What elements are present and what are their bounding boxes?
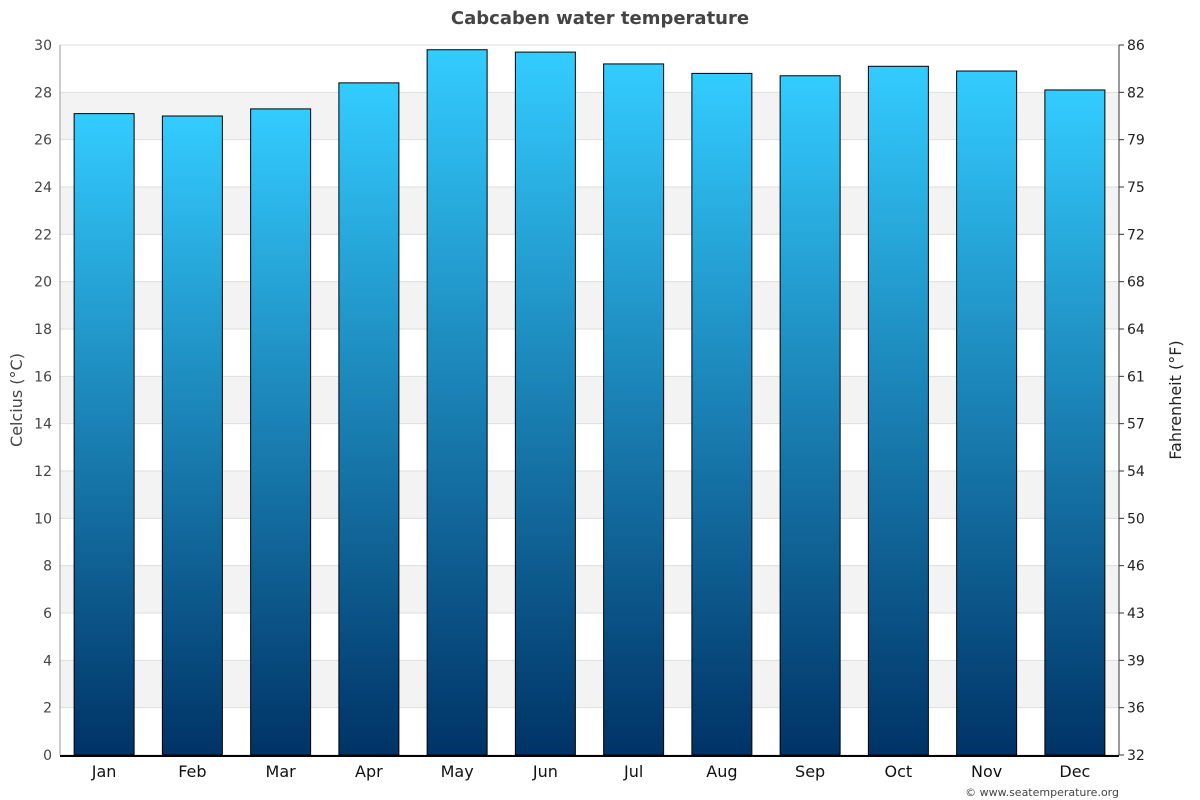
x-tick-label: Sep <box>795 762 825 781</box>
grid-band <box>60 92 1119 140</box>
y-tick-label: 14 <box>34 417 52 433</box>
bar-nov <box>956 70 1018 756</box>
bar-may <box>426 49 488 756</box>
grid-band <box>60 187 1119 235</box>
x-tick-label: Jul <box>623 762 643 781</box>
x-tick-label: Aug <box>706 762 737 781</box>
y-tick-label-right: 36 <box>1127 701 1145 717</box>
x-tick-label: May <box>441 762 474 781</box>
grid-band <box>60 376 1119 424</box>
y-tick-label: 18 <box>34 322 52 338</box>
bar-jul <box>603 63 665 756</box>
y-axis-right-label: Fahrenheit (°F) <box>1166 340 1185 459</box>
x-tick-label: Mar <box>266 762 297 781</box>
chart-title: Cabcaben water temperature <box>451 8 749 29</box>
y-tick-label-right: 86 <box>1127 38 1145 54</box>
y-tick-label: 8 <box>43 559 52 575</box>
y-tick-label-right: 32 <box>1127 748 1145 764</box>
y-tick-label-right: 50 <box>1127 511 1145 527</box>
y-tick-label-right: 79 <box>1127 133 1145 149</box>
y-tick-label: 26 <box>34 133 52 149</box>
x-tick-label: Apr <box>355 762 383 781</box>
y-tick-label: 24 <box>34 180 52 196</box>
bar-oct <box>867 65 929 756</box>
x-tick-label: Jun <box>532 762 558 781</box>
credit: © www.seatemperature.org <box>965 786 1119 799</box>
y-axis-label: Celcius (°C) <box>7 353 26 447</box>
y-tick-label-right: 39 <box>1127 653 1145 669</box>
y-tick-label: 16 <box>34 369 52 385</box>
grid-band <box>60 565 1119 613</box>
bar-jan <box>73 113 135 756</box>
y-tick-label-right: 54 <box>1127 464 1145 480</box>
x-tick-label: Oct <box>885 762 913 781</box>
y-tick-label-right: 64 <box>1127 322 1145 338</box>
y-tick-label-right: 46 <box>1127 559 1145 575</box>
y-tick-label-right: 75 <box>1127 180 1145 196</box>
y-tick-label-right: 72 <box>1127 227 1145 243</box>
y-tick-label-right: 68 <box>1127 275 1145 291</box>
bar-jun <box>514 51 576 756</box>
bar-aug <box>691 72 753 756</box>
y-tick-label: 12 <box>34 464 52 480</box>
y-tick-label: 2 <box>43 701 52 717</box>
y-tick-label: 30 <box>34 38 52 54</box>
x-tick-label: Feb <box>178 762 206 781</box>
grid-band <box>60 281 1119 329</box>
y-tick-label: 20 <box>34 275 52 291</box>
grid-band <box>60 471 1119 519</box>
x-tick-label: Dec <box>1059 762 1090 781</box>
y-tick-label-right: 43 <box>1127 606 1145 622</box>
y-tick-label: 6 <box>43 606 52 622</box>
bar-feb <box>161 115 223 756</box>
y-tick-label-right: 57 <box>1127 417 1145 433</box>
y-tick-label-right: 82 <box>1127 85 1145 101</box>
x-tick-label: Nov <box>971 762 1002 781</box>
y-tick-label: 28 <box>34 85 52 101</box>
bar-apr <box>338 82 400 756</box>
bar-dec <box>1044 89 1106 756</box>
y-tick-label: 22 <box>34 227 52 243</box>
grid-band <box>60 660 1119 708</box>
x-tick-label: Jan <box>91 762 117 781</box>
bar-mar <box>250 108 312 756</box>
bar-sep <box>779 75 841 756</box>
y-tick-label: 0 <box>43 748 52 764</box>
y-tick-label: 4 <box>43 653 52 669</box>
y-tick-label: 10 <box>34 511 52 527</box>
y-tick-label-right: 61 <box>1127 369 1145 385</box>
